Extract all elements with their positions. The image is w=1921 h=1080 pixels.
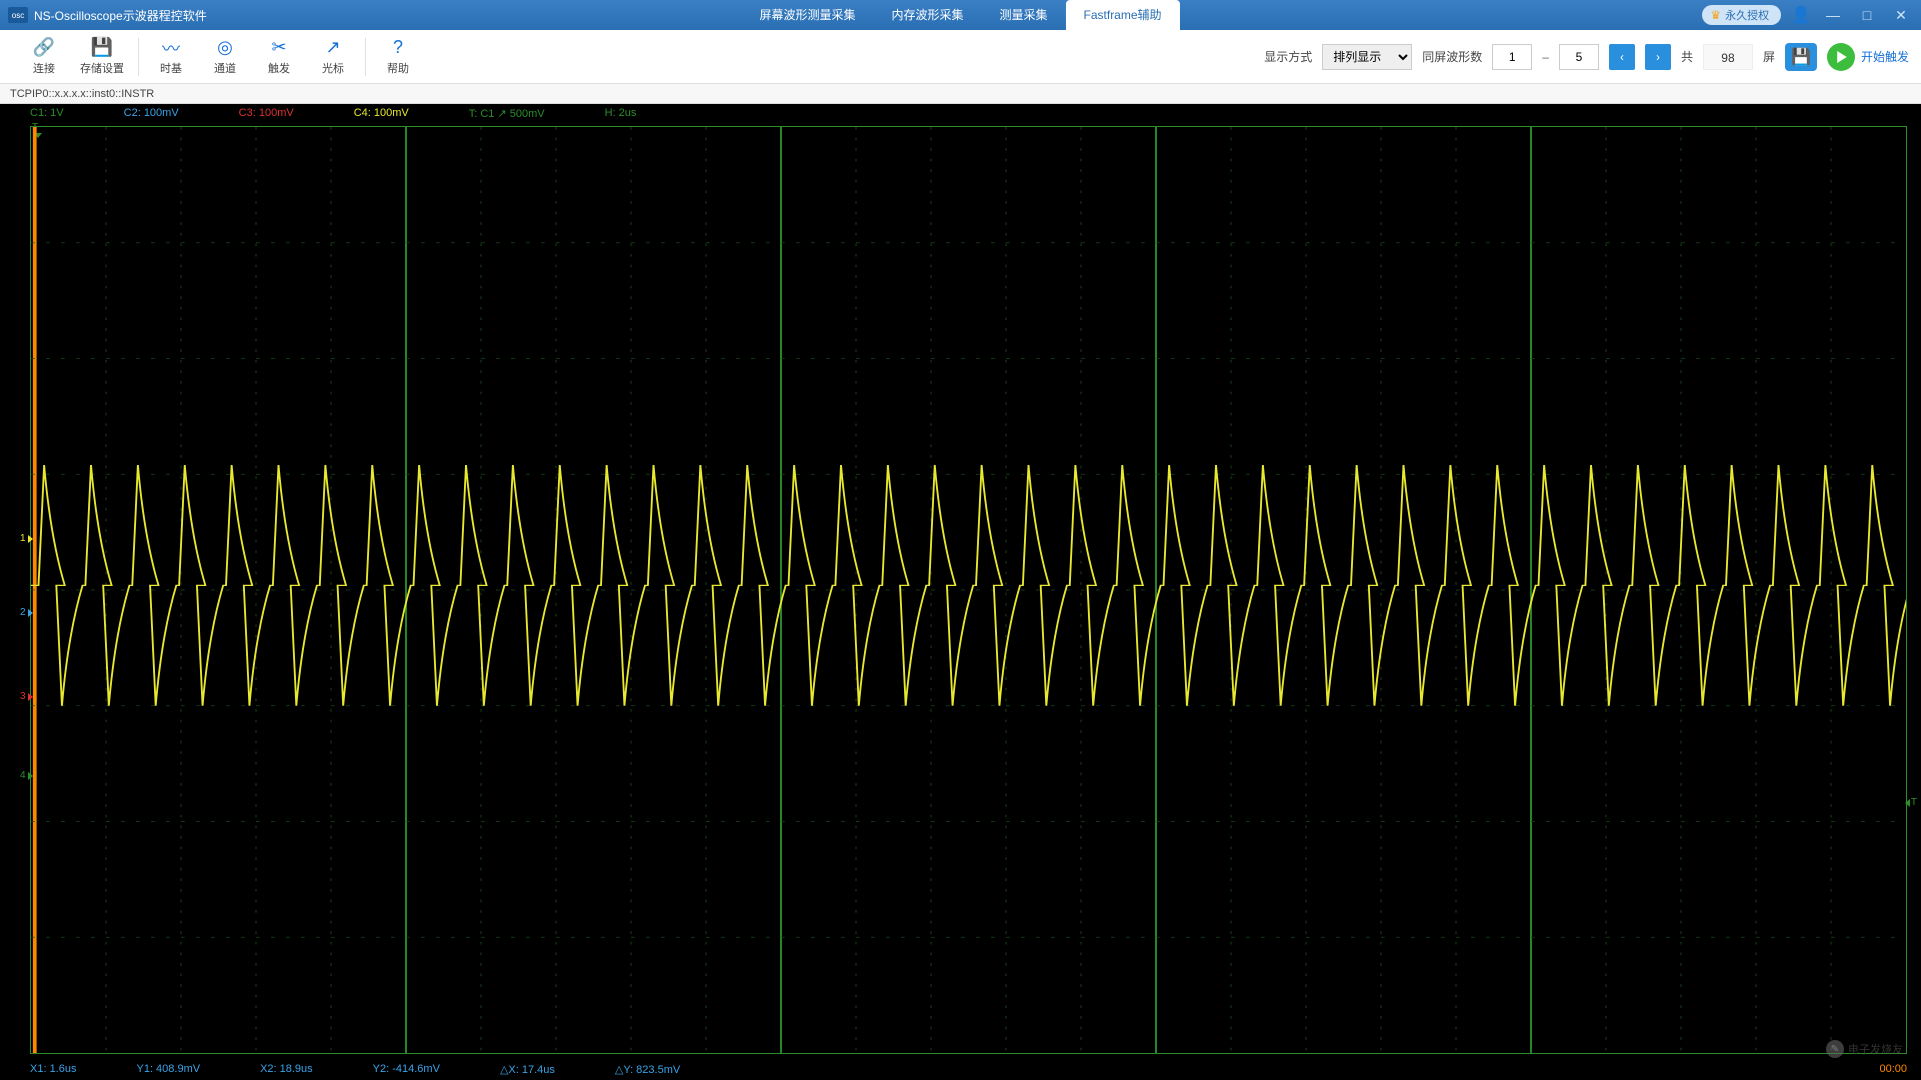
prev-button[interactable]: ‹ [1609,44,1635,70]
scope-grid[interactable] [30,126,1907,1054]
range-to-input[interactable] [1559,44,1599,70]
toolbar-label: 帮助 [387,60,409,76]
watermark: ✎ 电子发烧友 [1826,1040,1903,1058]
trigger-level-marker[interactable]: T [1911,797,1917,808]
watermark-icon: ✎ [1826,1040,1844,1058]
crown-icon: ♛ [1710,8,1721,22]
scope-svg [31,127,1906,1053]
cursor-readout: X1: 1.6us Y1: 408.9mV X2: 18.9us Y2: -41… [30,1063,1907,1076]
app-icon: osc [8,7,28,23]
total-value: 98 [1703,44,1753,70]
toolbar: 🔗 连接 💾 存储设置 〰时基 ◎ 通道 ✂ 触发 ↗ 光标? 帮助 显示方式 排列显示 同屏波形数 … [0,30,1921,84]
toolbar-icon: ↗ [325,38,340,58]
next-button[interactable]: › [1645,44,1671,70]
toolbar-button-时基[interactable]: 〰时基 [153,38,189,76]
titlebar: osc NS-Oscilloscope示波器程控软件 屏幕波形测量采集内存波形采… [0,0,1921,30]
readout-dx: △X: 17.4us [500,1063,555,1076]
readout-x1: X1: 1.6us [30,1063,76,1076]
toolbar-right: 显示方式 排列显示 同屏波形数 – ‹ › 共 98 屏 💾 开始触发 [1264,43,1909,71]
toolbar-label: 时基 [160,60,182,76]
readout-time: 00:00 [1879,1063,1907,1076]
toolbar-label: 通道 [214,60,236,76]
main-tabs: 屏幕波形测量采集内存波形采集测量采集Fastframe辅助 [741,0,1179,30]
toolbar-label: 光标 [322,60,344,76]
readout-x2: X2: 18.9us [260,1063,313,1076]
total-suffix: 屏 [1763,48,1775,65]
total-prefix: 共 [1681,48,1693,65]
user-icon[interactable]: 👤 [1791,5,1811,25]
readout-dy: △Y: 823.5mV [615,1063,680,1076]
watermark-text: 电子发烧友 [1848,1041,1903,1057]
toolbar-label: 触发 [268,60,290,76]
toolbar-label: 连接 [33,60,55,76]
close-button[interactable]: ✕ [1889,3,1913,27]
readout-y1: Y1: 408.9mV [136,1063,200,1076]
toolbar-group-2: ? 帮助 [366,38,430,76]
channel-marker-4[interactable]: 4 [20,770,26,781]
license-label: 永久授权 [1725,7,1769,23]
toolbar-icon: ✂ [271,38,286,58]
toolbar-label: 存储设置 [80,60,124,76]
channel-label-H: H: 2us [605,107,637,119]
main-tab-0[interactable]: 屏幕波形测量采集 [741,0,873,30]
maximize-button[interactable]: □ [1855,3,1879,27]
main-tab-1[interactable]: 内存波形采集 [873,0,981,30]
channel-label-C1: C1: 1V [30,107,64,119]
toolbar-button-连接[interactable]: 🔗 连接 [26,38,62,76]
toolbar-button-触发[interactable]: ✂ 触发 [261,38,297,76]
scope-header: C1: 1V C2: 100mV C3: 100mV C4: 100mV T: C1 ↗… [0,104,1921,122]
display-mode-label: 显示方式 [1264,48,1312,65]
connection-string: TCPIP0::x.x.x.x::inst0::INSTR [0,84,1921,104]
channel-label-C2: C2: 100mV [124,107,179,119]
display-mode-select[interactable]: 排列显示 [1322,44,1412,70]
toolbar-icon: 〰 [162,38,180,58]
toolbar-button-通道[interactable]: ◎ 通道 [207,38,243,76]
main-tab-2[interactable]: 测量采集 [982,0,1066,30]
channel-label-T: T: C1 ↗ 500mV [469,107,545,120]
channel-marker-2[interactable]: 2 [20,607,26,618]
main-tab-3[interactable]: Fastframe辅助 [1066,0,1180,30]
scope-area: C1: 1V C2: 100mV C3: 100mV C4: 100mV T: C1 ↗… [0,104,1921,1080]
minimize-button[interactable]: — [1821,3,1845,27]
titlebar-right: ♛ 永久授权 👤 — □ ✕ [1702,3,1913,27]
toolbar-icon: ◎ [217,38,233,58]
start-trigger-label: 开始触发 [1861,48,1909,65]
range-dash: – [1542,50,1549,64]
channel-label-C4: C4: 100mV [354,107,409,119]
toolbar-group-0: 🔗 连接 💾 存储设置 [12,38,138,76]
save-button[interactable]: 💾 [1785,43,1817,71]
toolbar-group-1: 〰时基 ◎ 通道 ✂ 触发 ↗ 光标 [139,38,365,76]
toolbar-button-存储设置[interactable]: 💾 存储设置 [80,38,124,76]
toolbar-icon: 🔗 [33,38,55,58]
channel-marker-3[interactable]: 3 [20,691,26,702]
channel-label-C3: C3: 100mV [239,107,294,119]
license-badge[interactable]: ♛ 永久授权 [1702,5,1781,25]
same-screen-label: 同屏波形数 [1422,48,1482,65]
app-title: NS-Oscilloscope示波器程控软件 [34,7,207,24]
play-icon [1827,43,1855,71]
readout-y2: Y2: -414.6mV [373,1063,440,1076]
channel-marker-1[interactable]: 1 [20,533,26,544]
range-from-input[interactable] [1492,44,1532,70]
toolbar-button-帮助[interactable]: ? 帮助 [380,38,416,76]
toolbar-icon: ? [393,38,403,58]
toolbar-button-光标[interactable]: ↗ 光标 [315,38,351,76]
toolbar-icon: 💾 [91,38,113,58]
start-trigger-button[interactable]: 开始触发 [1827,43,1909,71]
